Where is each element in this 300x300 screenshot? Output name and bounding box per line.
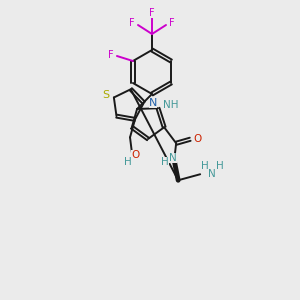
Text: S: S — [102, 91, 110, 100]
Text: N: N — [169, 153, 177, 163]
Text: N: N — [208, 169, 216, 179]
Text: H: H — [201, 161, 209, 171]
Text: NH: NH — [163, 100, 179, 110]
Text: O: O — [131, 150, 139, 161]
Text: H: H — [124, 158, 132, 167]
Text: O: O — [193, 134, 201, 144]
Text: N: N — [149, 98, 157, 108]
Text: F: F — [108, 50, 114, 60]
Text: H: H — [216, 161, 224, 171]
Text: F: F — [169, 18, 175, 28]
Text: F: F — [129, 18, 135, 28]
Text: F: F — [149, 8, 155, 18]
Text: H: H — [161, 157, 169, 167]
